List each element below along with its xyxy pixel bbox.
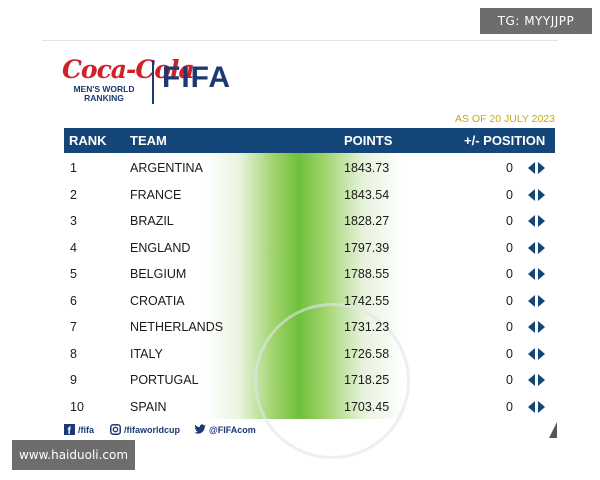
facebook-handle: /fifa [78,424,95,435]
table-row: 7 NETHERLANDS 1731.23 0 [64,314,555,340]
instagram-icon [110,424,121,435]
team-cell: ARGENTINA [130,161,203,175]
position-unchanged-arrows-icon [528,321,545,333]
ball-watermark [254,303,410,459]
team-cell: FRANCE [130,187,182,202]
position-unchanged-arrows-icon [528,268,545,280]
header-points: POINTS [344,133,393,148]
team-cell: SPAIN [130,399,167,414]
position-change-cell: 0 [506,346,513,361]
points-cell: 1742.55 [344,293,390,308]
rank-cell: 7 [70,320,77,334]
corner-mark [549,422,557,438]
position-unchanged-arrows-icon [528,294,545,307]
points-cell: 1726.58 [344,346,390,361]
position-change-cell: 0 [506,293,513,308]
facebook-icon: f [64,424,75,435]
points-cell: 1731.23 [344,320,390,334]
table-row: 5 BELGIUM 1788.55 0 [64,261,555,287]
twitter-link[interactable]: @FIFAcom [194,424,256,435]
points-cell: 1797.39 [344,240,390,255]
position-unchanged-arrows-icon [528,241,545,254]
subtitle-line2: RANKING [84,93,124,103]
rank-cell: 3 [70,214,77,228]
team-cell: NETHERLANDS [130,320,224,334]
points-cell: 1843.73 [344,161,390,175]
points-cell: 1703.45 [344,399,390,414]
points-cell: 1788.55 [344,267,390,281]
team-cell: BRAZIL [130,214,174,228]
points-cell: 1718.25 [344,373,390,387]
rank-cell: 5 [70,267,77,281]
table-row: 10 SPAIN 1703.45 0 [64,394,555,420]
instagram-handle: /fifaworldcup [124,424,180,435]
position-unchanged-arrows-icon [528,400,545,413]
position-change-cell: 0 [506,399,513,414]
points-cell: 1843.54 [344,187,390,202]
rank-cell: 9 [70,373,77,387]
team-cell: ITALY [130,346,163,361]
sponsor-logo: Coca-Cola MEN'S WORLD RANKING FIFA [62,55,242,110]
table-body [64,153,555,459]
table-row: 4 ENGLAND 1797.39 0 [64,235,555,261]
top-divider [42,40,558,41]
position-change-cell: 0 [506,187,513,202]
header-team: TEAM [130,133,167,148]
twitter-handle: @FIFAcom [209,424,256,435]
svg-text:f: f [68,426,72,435]
rank-cell: 4 [70,240,77,255]
position-unchanged-arrows-icon [528,215,545,227]
watermark-top: TG: MYYJJPP [480,8,592,34]
position-unchanged-arrows-icon [528,374,545,386]
table-row: 6 CROATIA 1742.55 0 [64,288,555,314]
table-row: 2 FRANCE 1843.54 0 [64,182,555,208]
team-cell: PORTUGAL [130,373,199,387]
table-header: RANK TEAM POINTS +/- POSITION [64,128,555,153]
position-change-cell: 0 [506,214,513,228]
rank-cell: 10 [70,399,84,414]
points-cell: 1828.27 [344,214,390,228]
position-unchanged-arrows-icon [528,162,545,174]
rank-cell: 1 [70,161,77,175]
position-unchanged-arrows-icon [528,347,545,360]
position-unchanged-arrows-icon [528,188,545,201]
table-row: 9 PORTUGAL 1718.25 0 [64,367,555,393]
rank-cell: 2 [70,187,77,202]
position-change-cell: 0 [506,373,513,387]
rank-cell: 6 [70,293,77,308]
table-row: 1 ARGENTINA 1843.73 0 [64,155,555,181]
header-rank: RANK [69,133,107,148]
table-row: 3 BRAZIL 1828.27 0 [64,208,555,234]
position-change-cell: 0 [506,320,513,334]
position-change-cell: 0 [506,240,513,255]
header-position: +/- POSITION [464,133,546,148]
twitter-icon [194,424,206,434]
team-cell: CROATIA [130,293,185,308]
ranking-subtitle: MEN'S WORLD RANKING [68,85,140,103]
position-change-cell: 0 [506,267,513,281]
as-of-date: AS OF 20 JULY 2023 [454,113,555,125]
facebook-link[interactable]: f /fifa [64,424,94,435]
subtitle-line1: MEN'S WORLD [73,84,135,94]
instagram-link[interactable]: /fifaworldcup [110,424,180,435]
coca-cola-logo: Coca-Cola [62,55,195,84]
fifa-logo: FIFA [162,61,231,94]
position-change-cell: 0 [506,161,513,175]
logo-divider [152,60,154,104]
table-row: 8 ITALY 1726.58 0 [64,341,555,367]
watermark-bottom: www.haiduoli.com [12,440,135,470]
team-cell: ENGLAND [130,240,191,255]
rank-cell: 8 [70,346,77,361]
ranking-table: RANK TEAM POINTS +/- POSITION 1 ARGENTINA… [64,128,555,459]
team-cell: BELGIUM [130,267,187,281]
